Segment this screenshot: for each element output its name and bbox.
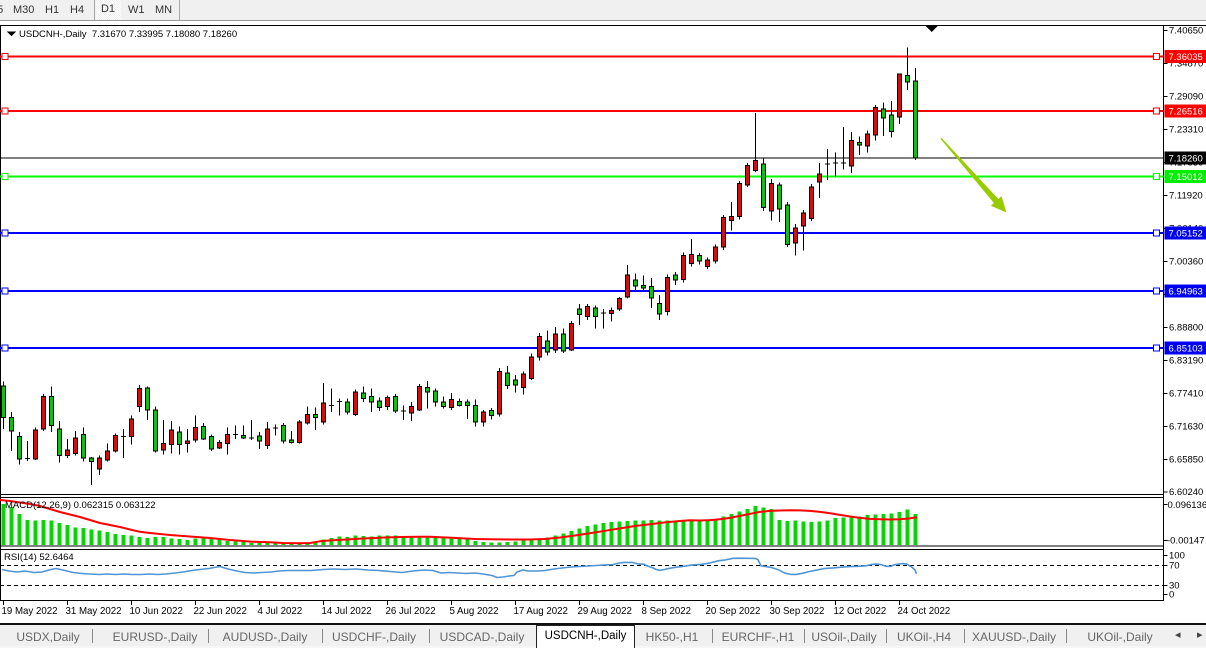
svg-text:7.36035: 7.36035 [1169, 52, 1203, 63]
svg-text:7.40650: 7.40650 [1169, 26, 1203, 37]
svg-text:6.94963: 6.94963 [1169, 287, 1203, 298]
svg-text:6.85103: 6.85103 [1169, 344, 1203, 355]
svg-text:-0.00147: -0.00147 [1167, 536, 1205, 547]
svg-text:7.15012: 7.15012 [1169, 172, 1203, 183]
svg-text:24 Oct 2022: 24 Oct 2022 [898, 606, 951, 617]
svg-text:70: 70 [1169, 561, 1180, 572]
svg-text:26 Jul 2022: 26 Jul 2022 [386, 606, 436, 617]
svg-text:7.23310: 7.23310 [1169, 125, 1203, 136]
svg-text:12 Oct 2022: 12 Oct 2022 [834, 606, 887, 617]
svg-text:6.88800: 6.88800 [1169, 323, 1203, 334]
svg-text:0: 0 [1169, 590, 1174, 601]
svg-text:5 Aug 2022: 5 Aug 2022 [450, 606, 499, 617]
svg-text:6.83190: 6.83190 [1169, 356, 1203, 367]
svg-text:19 May 2022: 19 May 2022 [2, 606, 58, 617]
svg-text:7.00360: 7.00360 [1169, 257, 1203, 268]
svg-text:4 Jul 2022: 4 Jul 2022 [258, 606, 303, 617]
svg-text:30: 30 [1169, 581, 1180, 592]
svg-text:8 Sep 2022: 8 Sep 2022 [642, 606, 692, 617]
svg-text:10 Jun 2022: 10 Jun 2022 [130, 606, 183, 617]
svg-text:6.71630: 6.71630 [1169, 422, 1203, 433]
svg-text:29 Aug 2022: 29 Aug 2022 [578, 606, 632, 617]
svg-text:RSI(14) 52.6464: RSI(14) 52.6464 [4, 552, 74, 563]
svg-text:6.60240: 6.60240 [1169, 487, 1203, 498]
svg-text:6.65850: 6.65850 [1169, 455, 1203, 466]
svg-text:20 Sep 2022: 20 Sep 2022 [706, 606, 761, 617]
svg-text:100: 100 [1169, 551, 1185, 562]
svg-text:22 Jun 2022: 22 Jun 2022 [194, 606, 247, 617]
svg-text:7.05152: 7.05152 [1169, 229, 1203, 240]
svg-text:0.096136: 0.096136 [1168, 500, 1206, 511]
svg-text:14 Jul 2022: 14 Jul 2022 [322, 606, 372, 617]
svg-text:17 Aug 2022: 17 Aug 2022 [514, 606, 568, 617]
svg-text:7.18260: 7.18260 [1169, 154, 1203, 165]
svg-text:7.29090: 7.29090 [1169, 92, 1203, 103]
svg-text:30 Sep 2022: 30 Sep 2022 [770, 606, 825, 617]
svg-text:MACD(12,26,9) 0.062315 0.06312: MACD(12,26,9) 0.062315 0.063122 [5, 500, 156, 511]
svg-text:7.11920: 7.11920 [1169, 191, 1203, 202]
svg-text:USDCNH-,Daily 7.31670 7.33995: USDCNH-,Daily 7.31670 7.33995 7.18080 7.… [19, 29, 237, 40]
svg-text:7.34870: 7.34870 [1169, 59, 1203, 70]
svg-text:31 May 2022: 31 May 2022 [66, 606, 122, 617]
svg-text:6.77410: 6.77410 [1169, 389, 1203, 400]
svg-text:7.26516: 7.26516 [1169, 107, 1203, 118]
